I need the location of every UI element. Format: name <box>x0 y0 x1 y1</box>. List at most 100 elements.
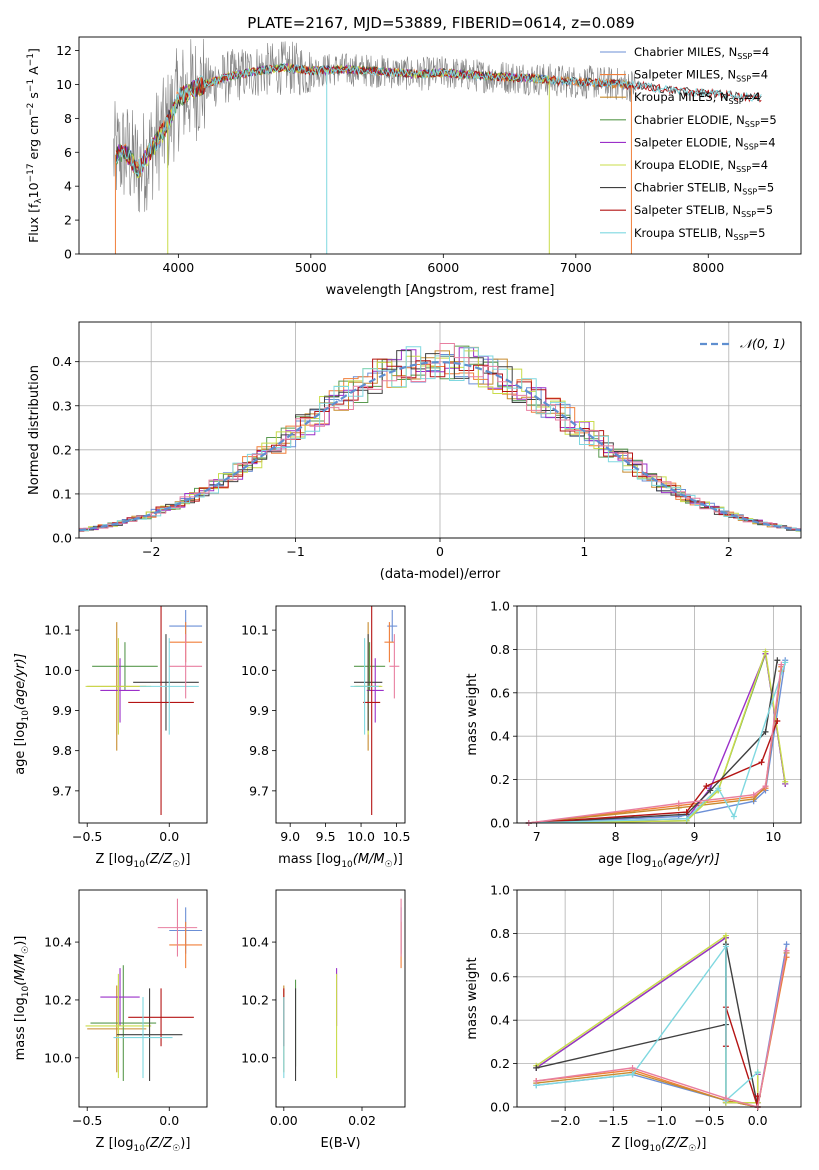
mass-vs-Z-ylabel: mass [log10(M/M☉)] <box>13 936 31 1061</box>
residual-hist <box>79 358 801 531</box>
y-tick-label: 12 <box>56 43 72 58</box>
residuals-frame <box>78 321 802 539</box>
y-tick-label: 10.1 <box>241 623 269 638</box>
x-tick-label: 0.0 <box>748 1113 768 1128</box>
y-tick-label: 0.0 <box>490 1100 510 1115</box>
mass_vs_Z-xlabel: Z [log10(Z/Z☉)] <box>96 1136 191 1154</box>
y-tick-label: 0 <box>64 247 72 262</box>
weight_vs_age-ylabel: mass weight <box>465 673 480 755</box>
y-tick-label: 0.2 <box>490 772 510 787</box>
y-tick-label: 4 <box>64 179 72 194</box>
weight-point <box>683 815 690 822</box>
x-tick-label: −1.5 <box>598 1113 628 1128</box>
y-tick-label: 9.8 <box>249 743 269 758</box>
y-tick-label: 9.7 <box>249 783 269 798</box>
weight_vs_age-xlabel: age [log10(age/yr)] <box>598 852 720 870</box>
x-tick-label: 9 <box>691 829 699 844</box>
weight-point <box>629 1064 636 1071</box>
y-tick-label: 2 <box>64 213 72 228</box>
x-tick-label: 0.0 <box>159 829 179 844</box>
mass_vs_Z-axes: −0.5 0.0 10.0 10.2 10.4 <box>44 935 179 1128</box>
y-tick-label: 10.2 <box>241 992 269 1007</box>
x-tick-label: −0.5 <box>72 829 102 844</box>
x-tick-label: 7000 <box>560 260 592 275</box>
legend-entry: Salpeter ELODIE, NSSP=4 <box>634 135 776 151</box>
legend-entry: Kroupa STELIB, NSSP=5 <box>634 226 765 242</box>
y-tick-label: 0.2 <box>490 1056 510 1071</box>
y-tick-label: 9.9 <box>249 703 269 718</box>
mass_vs_Z-frame <box>78 889 208 1108</box>
weight-point <box>683 809 690 816</box>
age_vs_Z-axes: −0.5 0.0 9.7 9.8 9.9 10.0 10.1 <box>44 623 179 844</box>
y-tick-label: 9.7 <box>52 783 72 798</box>
x-tick-label: 2 <box>725 544 733 559</box>
y-tick-label: 0.1 <box>52 486 72 501</box>
age_vs_Z-frame <box>78 605 208 824</box>
x-tick-label: −0.5 <box>72 1113 102 1128</box>
weight_vs_Z-frame <box>516 889 802 1108</box>
legend-entry: Chabrier STELIB, NSSP=5 <box>634 181 774 197</box>
spectrum-model-line <box>115 62 762 177</box>
x-tick-label: 8 <box>612 829 620 844</box>
y-tick-label: 0.6 <box>490 685 510 700</box>
weight-point <box>758 759 765 766</box>
x-tick-label: −2.0 <box>550 1113 580 1128</box>
age_vs_Z-xlabel: Z [log10(Z/Z☉)] <box>96 852 191 870</box>
legend-entry: Kroupa MILES, NSSP=4 <box>634 90 760 106</box>
gaussian-curve <box>79 360 801 532</box>
weight-point <box>533 1077 540 1084</box>
weight-point <box>703 783 710 790</box>
y-tick-label: 10.4 <box>44 935 72 950</box>
y-tick-label: 0.2 <box>52 442 72 457</box>
weight_vs_Z-xlabel: Z [log10(Z/Z☉)] <box>612 1136 707 1154</box>
mass_vs_ebv-xlabel: E(B-V) <box>320 1136 360 1151</box>
y-tick-label: 1.0 <box>490 599 510 614</box>
x-tick-label: 0.02 <box>348 1113 376 1128</box>
legend-entry: Kroupa ELODIE, NSSP=4 <box>634 158 768 174</box>
weight-point <box>730 813 737 820</box>
age_vs_mass-frame <box>275 605 406 824</box>
y-tick-label: 0.3 <box>52 398 72 413</box>
weight-point <box>782 778 789 785</box>
weight-point <box>750 791 757 798</box>
weight-point <box>707 787 714 794</box>
x-tick-label: 9.0 <box>280 829 300 844</box>
age-vs-Z-ylabel: age [log10(age/yr)] <box>13 653 31 775</box>
x-tick-label: −0.5 <box>694 1113 724 1128</box>
mass_vs_ebv-frame <box>275 889 406 1108</box>
weight_vs_age-axes: 7 8 9 10 0.0 0.2 0.4 0.6 0.8 1.0 <box>490 599 801 844</box>
x-tick-label: 0 <box>436 544 444 559</box>
weight-point <box>675 800 682 807</box>
x-tick-label: 4000 <box>162 260 194 275</box>
x-tick-label: −1.0 <box>646 1113 676 1128</box>
y-tick-label: 0.4 <box>52 354 72 369</box>
x-tick-label: 10 <box>765 829 781 844</box>
weight-point <box>762 783 769 790</box>
weight_vs_Z-axes: −2.0 −1.5 −1.0 −0.5 0.0 0.0 0.2 0.4 0.6 0.8 1.0 <box>490 883 801 1128</box>
y-tick-label: 0.8 <box>490 926 510 941</box>
x-tick-label: −1 <box>286 544 304 559</box>
y-tick-label: 6 <box>64 145 72 160</box>
weight-point <box>774 718 781 725</box>
y-tick-label: 10.2 <box>44 992 72 1007</box>
mass_vs_ebv-axes: 0.00 0.02 10.0 10.2 10.4 <box>241 935 376 1128</box>
y-tick-label: 10.4 <box>241 935 269 950</box>
spectrum-xlabel: wavelength [Angstrom, rest frame] <box>326 283 555 298</box>
y-tick-label: 0.0 <box>52 531 72 546</box>
x-tick-label: 0.0 <box>159 1113 179 1128</box>
residual-hist <box>79 346 801 532</box>
weight-point <box>533 1064 540 1071</box>
x-tick-label: 5000 <box>295 260 327 275</box>
legend-entry: Salpeter STELIB, NSSP=5 <box>634 203 773 219</box>
y-tick-label: 9.9 <box>52 703 72 718</box>
weight-point <box>722 1095 729 1102</box>
weight-point <box>762 648 769 655</box>
y-tick-label: 10.0 <box>241 663 269 678</box>
x-tick-label: 9.5 <box>316 829 336 844</box>
residual-legend: 𝒩(0, 1) <box>740 336 786 351</box>
weight-point <box>629 1071 636 1078</box>
legend-entry: Chabrier ELODIE, NSSP=5 <box>634 113 777 129</box>
y-tick-label: 10.0 <box>44 663 72 678</box>
